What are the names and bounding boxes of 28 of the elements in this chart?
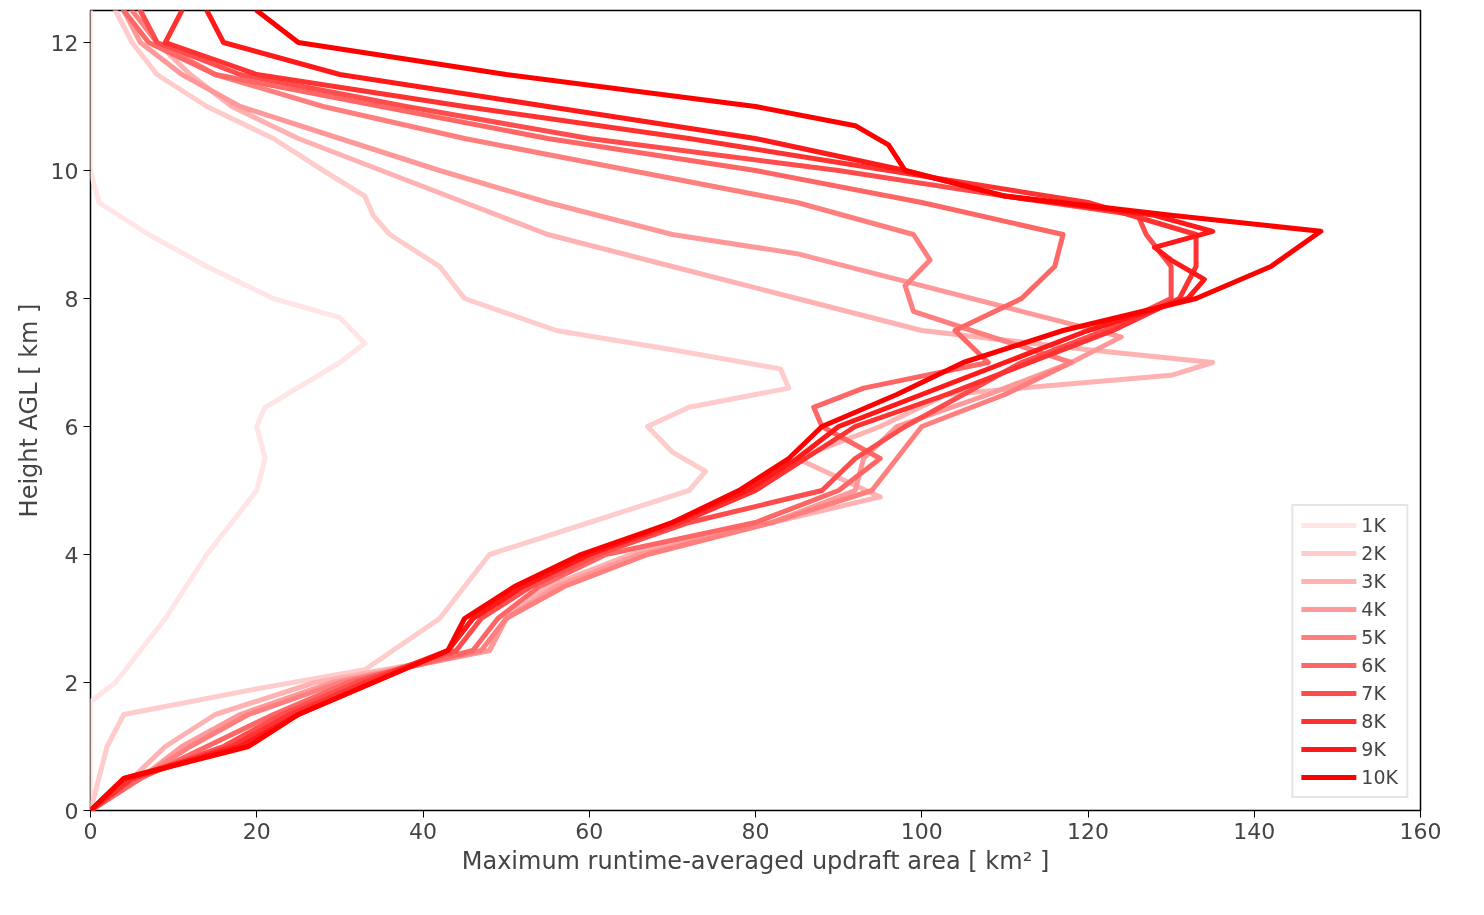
legend-label: 3K [1361, 570, 1386, 592]
y-tick-label: 4 [64, 542, 79, 568]
legend-label: 2K [1361, 542, 1386, 564]
x-tick-label: 20 [242, 818, 271, 844]
x-tick-label: 140 [1233, 818, 1276, 844]
legend-label: 4K [1361, 598, 1386, 620]
x-axis-title: Maximum runtime-averaged updraft area [ km² ] [461, 846, 1050, 875]
legend-label: 9K [1361, 738, 1386, 760]
x-tick-label: 40 [409, 818, 437, 844]
y-tick-label: 2 [64, 670, 79, 696]
legend-label: 1K [1361, 514, 1386, 536]
y-axis-title: Height AGL [ km ] [14, 303, 43, 518]
x-tick-label: 60 [575, 818, 604, 844]
x-tick-label: 0 [83, 818, 98, 844]
x-tick-label: 80 [741, 818, 770, 844]
y-tick-label: 10 [50, 158, 79, 184]
y-tick-label: 12 [50, 30, 79, 56]
legend-label: 6K [1361, 654, 1386, 676]
legend-label: 5K [1361, 626, 1386, 648]
x-tick-label: 120 [1067, 818, 1109, 844]
legend-label: 7K [1361, 682, 1386, 704]
y-tick-label: 8 [64, 286, 79, 312]
legend-label: 10K [1361, 766, 1398, 788]
x-tick-label: 160 [1399, 818, 1442, 844]
y-tick-label: 6 [64, 414, 79, 440]
y-tick-label: 0 [64, 798, 79, 824]
x-tick-label: 100 [900, 818, 943, 844]
legend-label: 8K [1361, 710, 1386, 732]
